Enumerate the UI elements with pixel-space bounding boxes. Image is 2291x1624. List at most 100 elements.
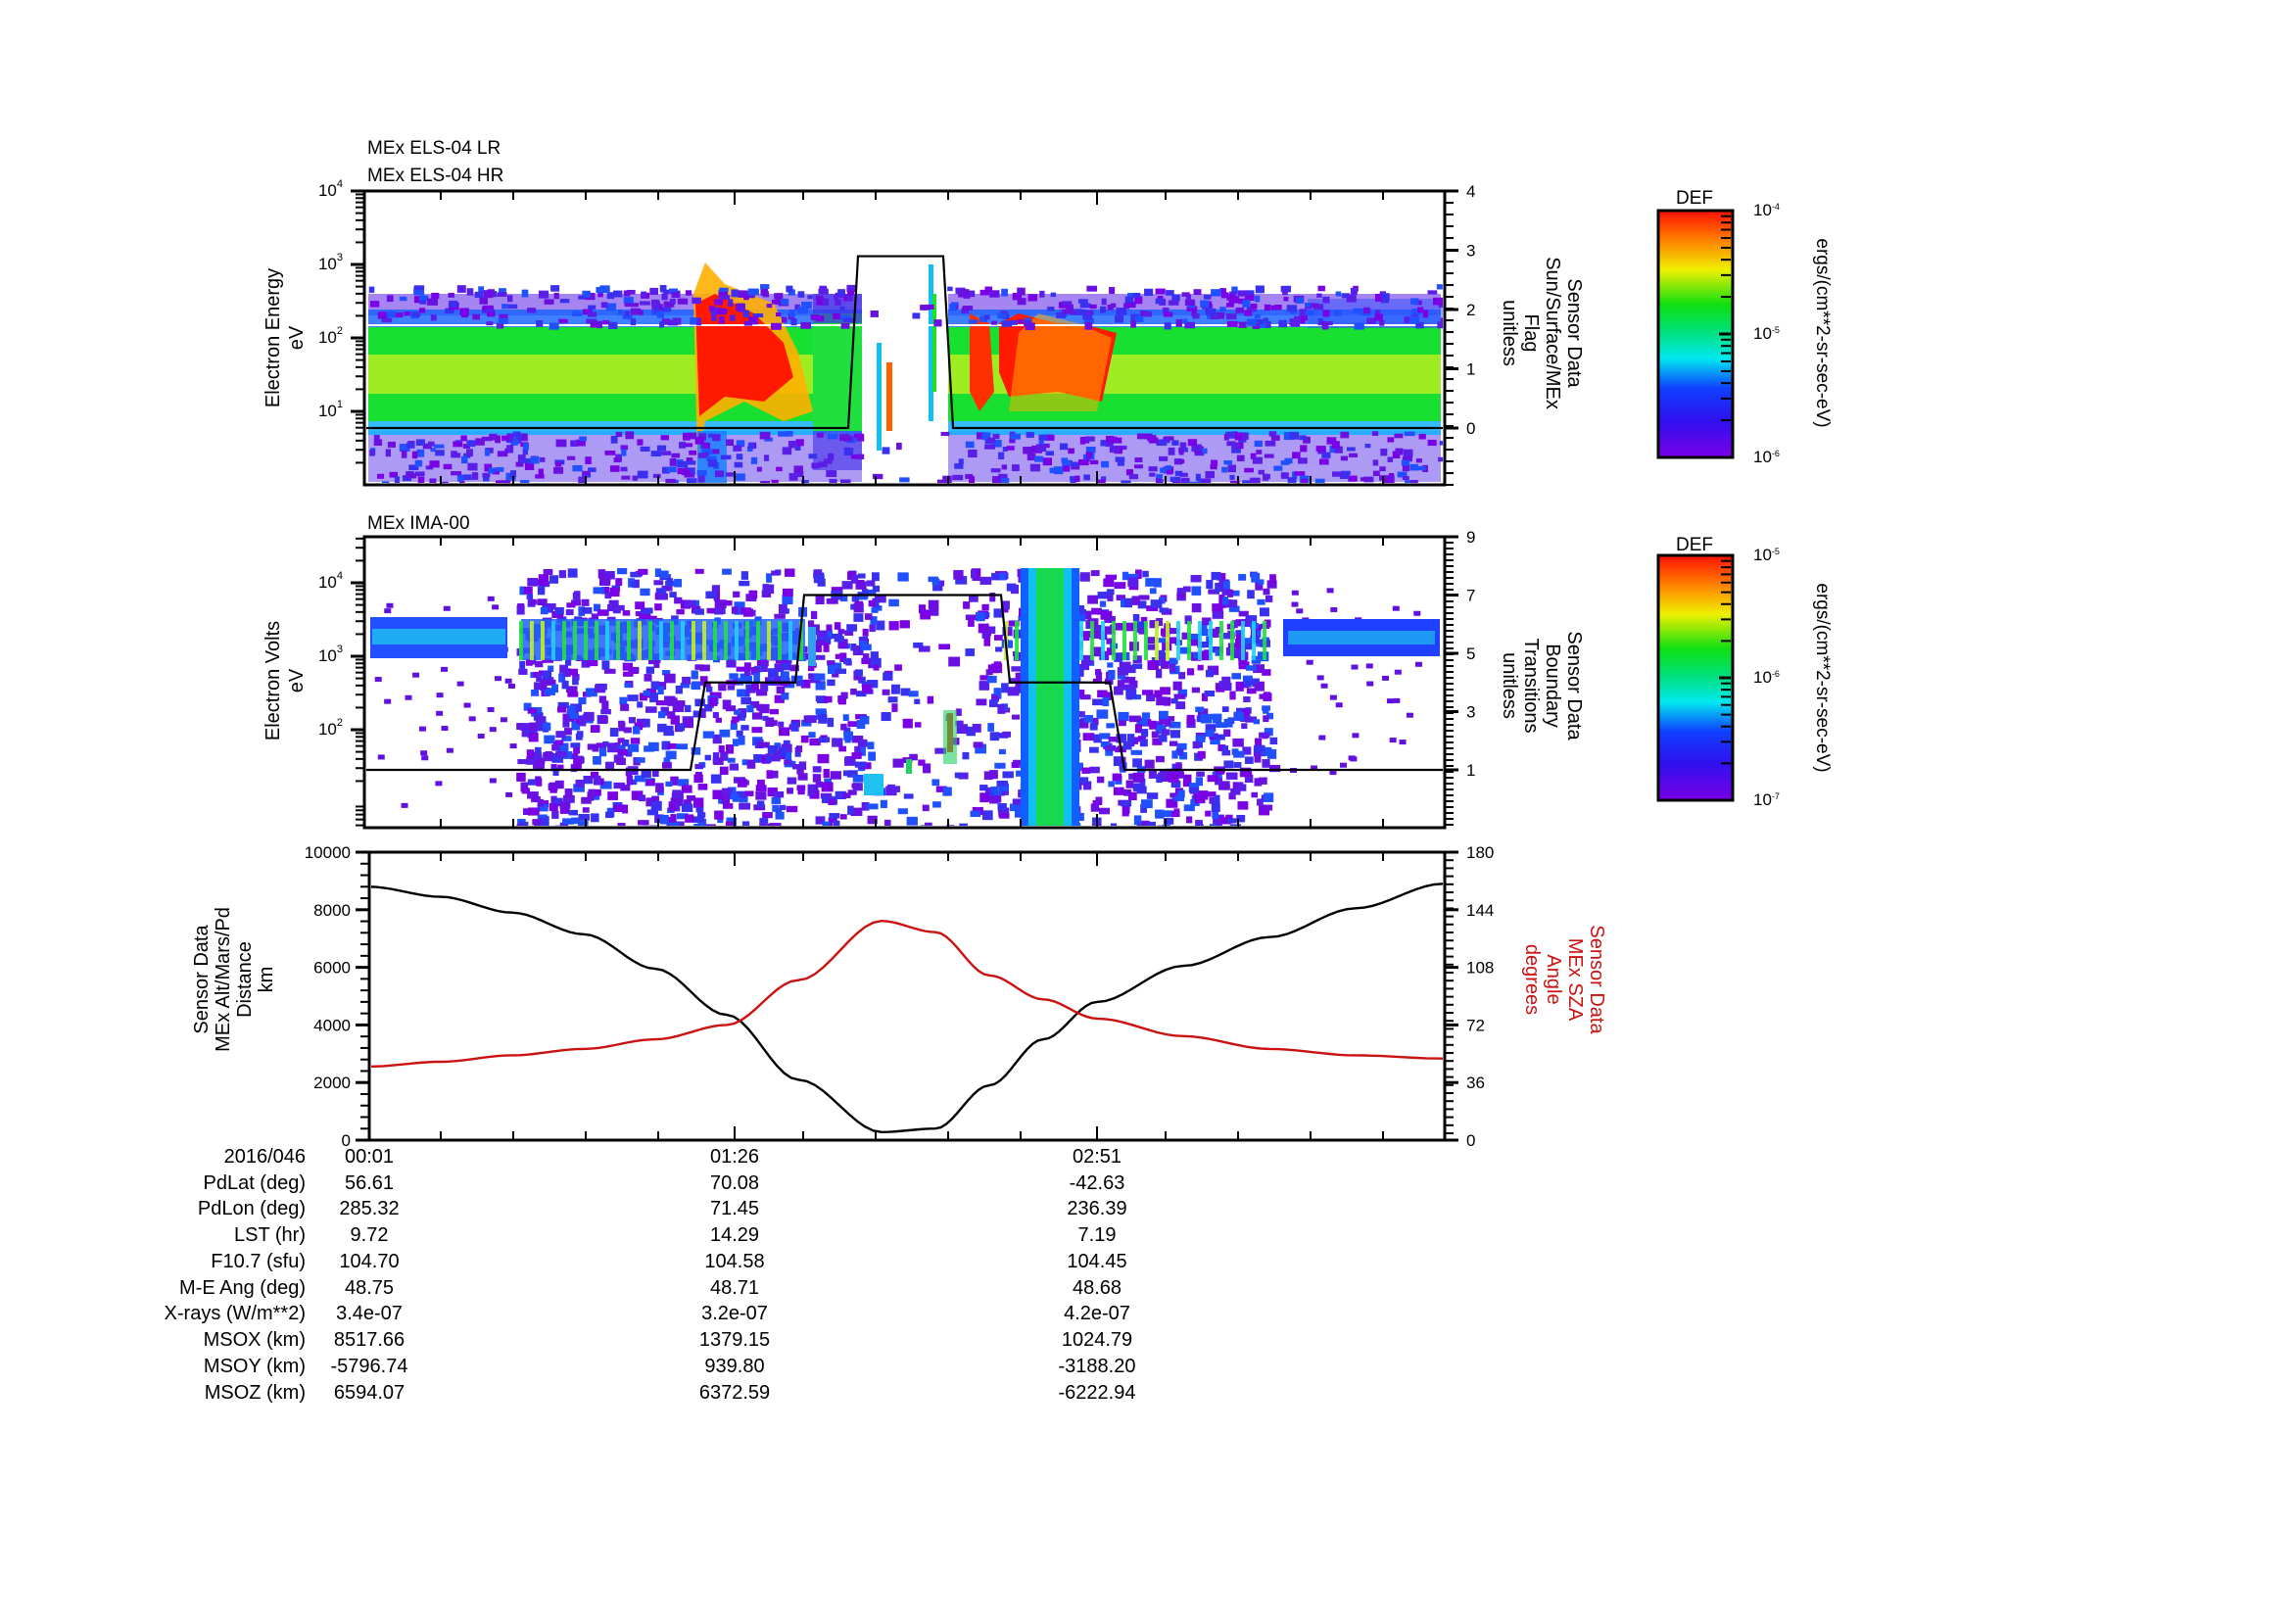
svg-text:3: 3 (1466, 703, 1475, 722)
time-tick-label: 00:01 (344, 1146, 395, 1168)
ima-ylabel: Electron Volts eV (263, 621, 308, 740)
sza-line (371, 919, 1443, 1069)
ephemeris-value: 14.29 (709, 1224, 760, 1246)
time-tick-label: 02:51 (1072, 1146, 1122, 1168)
date-label: 2016/046 (223, 1146, 306, 1168)
els-ylabel: Electron Energy eV (263, 268, 308, 407)
svg-text:3: 3 (1466, 242, 1475, 261)
svg-text:5: 5 (1466, 645, 1475, 663)
svg-text:0: 0 (342, 1131, 351, 1150)
svg-text:10-6: 10-6 (1753, 668, 1780, 687)
svg-text:km: km (256, 967, 277, 993)
svg-text:8000: 8000 (313, 901, 351, 920)
ephemeris-value: 71.45 (709, 1198, 760, 1219)
ephemeris-value: 9.72 (350, 1224, 389, 1246)
svg-text:10000: 10000 (305, 843, 351, 862)
svg-text:4: 4 (1466, 182, 1475, 201)
svg-text:10-5: 10-5 (1753, 324, 1780, 343)
svg-text:103: 103 (318, 644, 343, 665)
svg-text:MEx Alt/Mars/Pd: MEx Alt/Mars/Pd (213, 907, 234, 1052)
els-title-lr: MEx ELS-04 LR (367, 138, 501, 159)
ephemeris-value: 7.19 (1077, 1224, 1117, 1246)
els-flag-line (366, 255, 1443, 430)
svg-text:2: 2 (1466, 301, 1475, 319)
ephemeris-value: 236.39 (1067, 1198, 1127, 1219)
ephemeris-value: 1379.15 (698, 1329, 771, 1351)
orbit-panel: 0 2000 4000 6000 8000 10000 0 36 72 108 144 180 Sen… (191, 843, 1607, 1150)
svg-text:MEx SZA: MEx SZA (1564, 938, 1586, 1022)
ephemeris-value: 48.71 (709, 1277, 760, 1299)
els-noise-pixels (368, 284, 1443, 483)
els-axes: 101 102 103 104 0 1 2 3 4 (318, 178, 1475, 486)
svg-text:180: 180 (1466, 843, 1494, 862)
svg-text:degrees: degrees (1521, 944, 1543, 1015)
svg-text:10-4: 10-4 (1753, 201, 1780, 219)
ephemeris-value: 3.4e-07 (336, 1303, 403, 1324)
ephemeris-value: 48.68 (1072, 1277, 1122, 1299)
ima-axes: 102 103 104 1 3 5 7 9 (318, 528, 1475, 828)
svg-text:108: 108 (1466, 959, 1494, 978)
ephemeris-value: -6222.94 (1058, 1382, 1136, 1404)
ephemeris-row-label: MSOX (km) (203, 1329, 306, 1351)
ima-noise-pixels (374, 568, 1428, 826)
svg-text:Electron Volts: Electron Volts (263, 621, 284, 740)
ephemeris-value: 6594.07 (333, 1382, 406, 1404)
svg-text:Angle: Angle (1543, 954, 1564, 1004)
svg-text:0: 0 (1466, 1131, 1475, 1150)
svg-text:Sensor Data: Sensor Data (1563, 278, 1585, 388)
ephemeris-value: 939.80 (704, 1356, 765, 1377)
ima-colorbar-unit: ergs/(cm**2-sr-sec-eV) (1812, 583, 1833, 772)
svg-text:Sensor Data: Sensor Data (191, 925, 213, 1034)
svg-text:102: 102 (318, 325, 343, 347)
svg-text:Sensor Data: Sensor Data (1563, 631, 1585, 740)
svg-text:Sun/Surface/MEx: Sun/Surface/MEx (1542, 257, 1563, 409)
ima-boundary-line (366, 594, 1443, 772)
els-title-hr: MEx ELS-04 HR (367, 166, 503, 186)
els-panel: MEx ELS-04 LR MEx ELS-04 HR (263, 138, 1585, 487)
ephemeris-row-label: X-rays (W/m**2) (164, 1303, 306, 1324)
svg-text:1: 1 (1466, 761, 1475, 780)
ephemeris-value: 6372.59 (698, 1382, 771, 1404)
ephemeris-row-label: F10.7 (sfu) (211, 1251, 306, 1272)
ephemeris-value: 48.75 (344, 1277, 395, 1299)
svg-text:104: 104 (318, 178, 343, 200)
ephemeris-value: -42.63 (1069, 1172, 1125, 1194)
ephemeris-value: 4.2e-07 (1064, 1303, 1130, 1324)
ephemeris-value: -5796.74 (330, 1356, 408, 1377)
ephemeris-value: 285.32 (339, 1198, 400, 1219)
altitude-line (371, 883, 1443, 1134)
svg-text:Boundary: Boundary (1542, 644, 1563, 728)
ephemeris-row-label: MSOY (km) (203, 1356, 306, 1377)
svg-text:10-6: 10-6 (1753, 448, 1780, 466)
svg-text:unitless: unitless (1499, 300, 1520, 366)
svg-text:36: 36 (1466, 1074, 1485, 1092)
els-spectrogram (366, 193, 1443, 483)
svg-text:6000: 6000 (313, 959, 351, 978)
svg-text:Sensor Data: Sensor Data (1586, 925, 1607, 1034)
time-tick-label: 01:26 (709, 1146, 760, 1168)
orbit-axes: 0 2000 4000 6000 8000 10000 0 36 72 108 144 180 (305, 843, 1495, 1150)
ima-frame (362, 535, 1447, 830)
els-colorbar-unit: ergs/(cm**2-sr-sec-eV) (1812, 238, 1833, 427)
orbit-ylabel: Sensor Data MEx Alt/Mars/Pd Distance km (191, 907, 277, 1052)
svg-text:eV: eV (286, 668, 308, 693)
svg-text:Flag: Flag (1520, 314, 1542, 353)
ephemeris-value: 56.61 (344, 1172, 395, 1194)
svg-text:4000: 4000 (313, 1016, 351, 1034)
svg-text:unitless: unitless (1499, 652, 1520, 719)
svg-text:Electron Energy: Electron Energy (263, 268, 284, 407)
svg-text:Transitions: Transitions (1520, 638, 1542, 733)
ima-title: MEx IMA-00 (367, 513, 470, 534)
ephemeris-value: 3.2e-07 (701, 1303, 768, 1324)
els-colorbar-title: DEF (1676, 188, 1713, 209)
svg-text:103: 103 (318, 252, 343, 273)
ima-panel: MEx IMA-00 (263, 513, 1585, 830)
svg-text:72: 72 (1466, 1016, 1485, 1034)
ephemeris-value: 1024.79 (1061, 1329, 1133, 1351)
ephemeris-row-label: PdLat (deg) (203, 1172, 306, 1194)
svg-text:10-5: 10-5 (1753, 546, 1780, 564)
svg-text:9: 9 (1466, 528, 1475, 547)
